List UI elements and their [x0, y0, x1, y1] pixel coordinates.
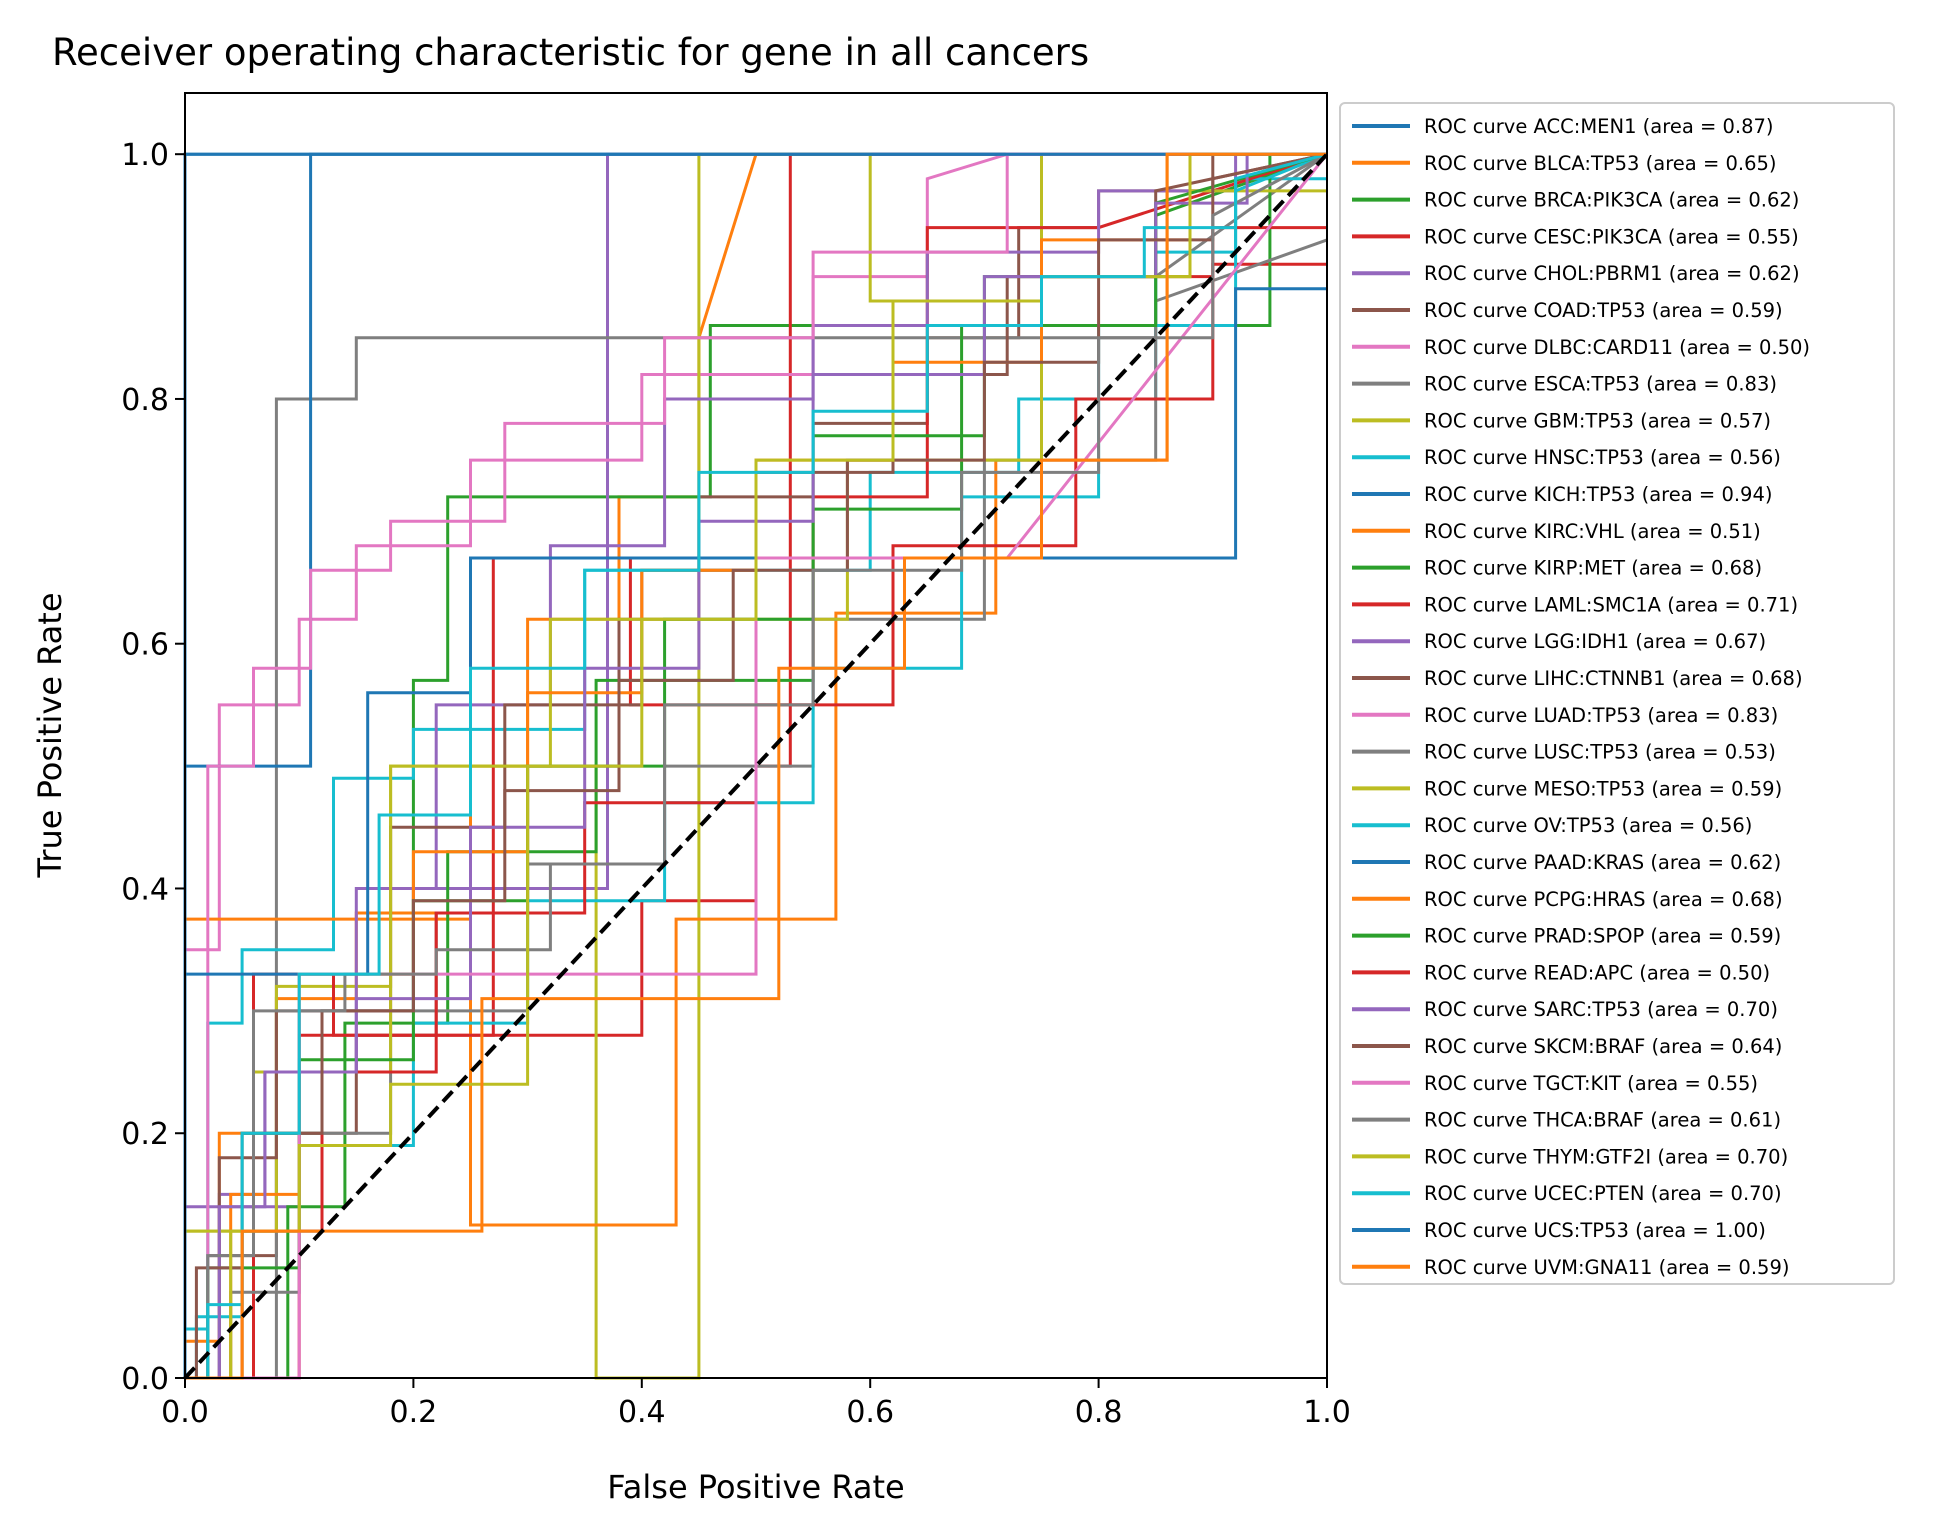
- legend-entry-15: ROC curve LIHC:CTNNB1 (area = 0.68): [1424, 667, 1803, 690]
- x-tick-label-4: 0.8: [1075, 1395, 1123, 1430]
- x-tick-label-2: 0.4: [618, 1395, 666, 1430]
- chance-diagonal-line: [183, 152, 1329, 1380]
- legend-items: ROC curve ACC:MEN1 (area = 0.87) ROC curv…: [1352, 115, 1810, 1279]
- legend-entry-29: ROC curve UCEC:PTEN (area = 0.70): [1424, 1182, 1782, 1205]
- y-tick-label-3: 0.6: [121, 628, 169, 663]
- legend-entry-31: ROC curve UVM:GNA11 (area = 0.59): [1424, 1256, 1789, 1279]
- x-tick-label-3: 0.6: [846, 1395, 894, 1430]
- legend-frame: [1339, 102, 1895, 1285]
- legend-entry-10: ROC curve KICH:TP53 (area = 0.94): [1424, 483, 1772, 506]
- legend-entry-19: ROC curve OV:TP53 (area = 0.56): [1424, 814, 1752, 837]
- legend-entry-13: ROC curve LAML:SMC1A (area = 0.71): [1424, 593, 1798, 616]
- y-tick-label-2: 0.4: [121, 872, 169, 907]
- legend-entry-11: ROC curve KIRC:VHL (area = 0.51): [1424, 520, 1761, 543]
- legend-entry-30: ROC curve UCS:TP53 (area = 1.00): [1424, 1219, 1766, 1242]
- plot-frame: [184, 92, 1328, 1379]
- x-tick-label-0: 0.0: [161, 1395, 209, 1430]
- legend-entry-9: ROC curve HNSC:TP53 (area = 0.56): [1424, 446, 1781, 469]
- roc-curve-6: [183, 152, 1327, 1378]
- chart-title: Receiver operating characteristic for ge…: [52, 31, 1089, 74]
- legend-entry-23: ROC curve READ:APC (area = 0.50): [1424, 961, 1770, 984]
- y-tick-label-5: 1.0: [121, 138, 169, 173]
- legend-entry-28: ROC curve THYM:GTF2I (area = 0.70): [1424, 1145, 1788, 1168]
- legend-entry-18: ROC curve MESO:TP53 (area = 0.59): [1424, 777, 1782, 800]
- x-tick-label-5: 1.0: [1303, 1395, 1351, 1430]
- legend-entry-5: ROC curve COAD:TP53 (area = 0.59): [1424, 299, 1783, 322]
- legend-entry-17: ROC curve LUSC:TP53 (area = 0.53): [1424, 741, 1776, 764]
- legend-entry-22: ROC curve PRAD:SPOP (area = 0.59): [1424, 925, 1781, 948]
- legend: ROC curve ACC:MEN1 (area = 0.87) ROC curv…: [1339, 102, 1895, 1285]
- x-axis-label: False Positive Rate: [607, 1468, 904, 1506]
- legend-entry-12: ROC curve KIRP:MET (area = 0.68): [1424, 557, 1762, 580]
- legend-entry-20: ROC curve PAAD:KRAS (area = 0.62): [1424, 851, 1781, 874]
- legend-entry-14: ROC curve LGG:IDH1 (area = 0.67): [1424, 630, 1766, 653]
- legend-entry-0: ROC curve ACC:MEN1 (area = 0.87): [1424, 115, 1774, 138]
- x-tick-label-1: 0.2: [390, 1395, 438, 1430]
- legend-entry-24: ROC curve SARC:TP53 (area = 0.70): [1424, 998, 1778, 1021]
- y-tick-label-1: 0.2: [121, 1117, 169, 1152]
- legend-entry-4: ROC curve CHOL:PBRM1 (area = 0.62): [1424, 262, 1800, 285]
- legend-entry-27: ROC curve THCA:BRAF (area = 0.61): [1424, 1109, 1781, 1132]
- x-axis-ticks: 0.0 0.2 0.4 0.6 0.8 1.0: [161, 1378, 1351, 1430]
- roc-curve-31: [185, 152, 1327, 1380]
- roc-curve-16: [185, 152, 1327, 1380]
- legend-entry-2: ROC curve BRCA:PIK3CA (area = 0.62): [1424, 189, 1799, 212]
- roc-curve-20: [183, 287, 1327, 1378]
- legend-entry-21: ROC curve PCPG:HRAS (area = 0.68): [1424, 888, 1783, 911]
- legend-entry-25: ROC curve SKCM:BRAF (area = 0.64): [1424, 1035, 1782, 1058]
- legend-entry-1: ROC curve BLCA:TP53 (area = 0.65): [1424, 152, 1777, 175]
- roc-curves: [183, 152, 1329, 1380]
- legend-entry-3: ROC curve CESC:PIK3CA (area = 0.55): [1424, 225, 1799, 248]
- y-tick-label-4: 0.8: [121, 383, 169, 418]
- legend-entry-8: ROC curve GBM:TP53 (area = 0.57): [1424, 409, 1771, 432]
- legend-entry-26: ROC curve TGCT:KIT (area = 0.55): [1424, 1072, 1758, 1095]
- legend-entry-6: ROC curve DLBC:CARD11 (area = 0.50): [1424, 336, 1810, 359]
- y-axis-label: True Positive Rate: [31, 592, 69, 878]
- y-axis-ticks: 0.0 0.2 0.4 0.6 0.8 1.0: [121, 138, 185, 1397]
- legend-entry-7: ROC curve ESCA:TP53 (area = 0.83): [1424, 373, 1777, 396]
- y-tick-label-0: 0.0: [121, 1362, 169, 1397]
- roc-curve-29: [185, 152, 1328, 1380]
- legend-entry-16: ROC curve LUAD:TP53 (area = 0.83): [1424, 704, 1778, 727]
